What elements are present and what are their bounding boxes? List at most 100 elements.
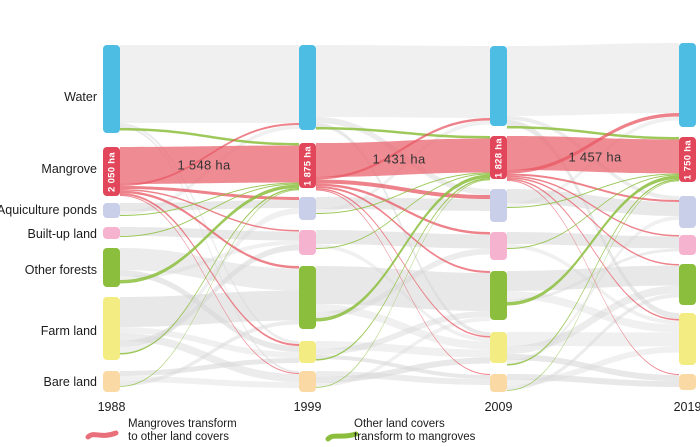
node-bare-2009 xyxy=(490,374,507,392)
node-forest-1999 xyxy=(299,266,316,329)
flow-water-to-mangrove xyxy=(316,127,490,139)
category-label-aqui: Aquiculture ponds xyxy=(0,203,97,217)
node-built-1988 xyxy=(103,227,120,239)
legend-swatch-green xyxy=(325,431,359,442)
flow-farm-to-built xyxy=(120,244,299,347)
flow-mangrove-to-water xyxy=(120,123,299,186)
flow-bare-to-mangrove xyxy=(507,180,679,391)
flow-forest-to-mangrove xyxy=(507,175,679,306)
node-farm-1999 xyxy=(299,341,316,363)
flow-bare-to-forest xyxy=(316,317,490,387)
flow-forest-to-forest xyxy=(507,265,679,291)
flow-mangrove-to-bare xyxy=(507,180,679,375)
flow-farm-to-bare xyxy=(120,333,299,382)
green-wave-icon xyxy=(325,431,359,442)
node-farm-2009 xyxy=(490,332,507,363)
flow-mangrove-persist xyxy=(120,145,299,184)
legend-line: transform to mangroves xyxy=(354,430,476,443)
flow-bare-to-farm xyxy=(316,357,490,383)
legend-item-mangrove-gain: Other land covers transform to mangroves xyxy=(325,418,475,444)
flow-mangrove-to-built xyxy=(316,183,490,235)
flow-aqui-to-mangrove xyxy=(316,172,490,214)
mangrove-area-value-1999: 1 875 ha xyxy=(302,145,313,186)
flow-forest-to-built xyxy=(507,248,679,302)
accent-flows-layer xyxy=(120,113,679,391)
flow-water-to-bare xyxy=(120,126,299,373)
flow-water-to-water xyxy=(316,45,490,118)
flow-mangrove-to-forest xyxy=(507,177,679,266)
category-label-forest: Other forests xyxy=(24,263,97,277)
legend-line: to other land covers xyxy=(128,430,230,443)
node-mangrove-1988 xyxy=(103,147,120,196)
flow-farm-to-farm xyxy=(316,341,490,358)
mangrove-area-value-2009: 1 828 ha xyxy=(493,137,504,178)
flow-farm-to-forest xyxy=(507,285,679,354)
category-label-built: Built-up land xyxy=(27,227,98,241)
mangrove-area-value-2019: 1 750 ha xyxy=(682,139,693,180)
flow-mangrove-to-farm xyxy=(120,193,299,346)
mangrove-flow-value-0: 1 548 ha xyxy=(177,157,231,173)
flow-mangrove-to-built xyxy=(507,175,679,237)
legend-line: Other land covers xyxy=(354,418,445,430)
flow-bare-to-mangrove xyxy=(316,179,490,388)
flow-water-to-water xyxy=(507,43,679,116)
legend-text-mangrove-loss: Mangroves transform to other land covers xyxy=(128,418,237,443)
flow-farm-to-aqui xyxy=(120,208,299,353)
flow-mangrove-to-farm xyxy=(316,188,490,338)
flow-mangrove-to-bare xyxy=(316,189,490,375)
flow-farm-to-mangrove xyxy=(316,178,490,361)
flow-built-to-mangrove xyxy=(507,174,679,249)
category-label-farm: Farm land xyxy=(40,324,97,338)
node-aqui-2009 xyxy=(490,189,507,222)
flow-bare-to-bare xyxy=(120,376,299,388)
flow-mangrove-to-forest xyxy=(120,190,299,269)
flow-water-to-water xyxy=(120,45,299,123)
flow-water-to-mangrove xyxy=(507,126,679,140)
flow-aqui-to-mangrove xyxy=(120,182,299,216)
node-built-2019 xyxy=(679,235,696,255)
flow-water-to-mangrove xyxy=(120,128,299,146)
node-aqui-1999 xyxy=(299,197,316,220)
node-water-2009 xyxy=(490,46,507,126)
node-mangrove-1999 xyxy=(299,143,316,188)
flow-forest-to-farm xyxy=(316,304,490,350)
node-forest-1988 xyxy=(103,248,120,287)
node-farm-1988 xyxy=(103,297,120,360)
year-label-1988: 1988 xyxy=(97,400,126,414)
flow-aqui-to-mangrove xyxy=(507,173,679,208)
category-label-mangrove: Mangrove xyxy=(41,162,97,176)
red-wave-icon xyxy=(85,430,119,440)
year-label-2009: 2009 xyxy=(484,400,513,414)
flow-farm-to-bare xyxy=(507,354,679,381)
flow-forest-to-forest xyxy=(316,266,490,311)
year-label-2019: 2019 xyxy=(673,400,700,414)
flow-mangrove-persist xyxy=(316,138,490,177)
node-aqui-2019 xyxy=(679,196,696,228)
flow-built-to-mangrove xyxy=(120,183,299,237)
year-label-1999: 1999 xyxy=(293,400,322,414)
flow-farm-to-forest xyxy=(316,311,490,355)
flow-mangrove-to-farm xyxy=(507,178,679,321)
node-bars-layer xyxy=(103,43,696,392)
flow-mangrove-to-forest xyxy=(316,186,490,273)
flow-bare-to-forest xyxy=(507,293,679,390)
legend-line: Mangroves transform xyxy=(128,418,237,430)
flow-built-to-built xyxy=(316,230,490,249)
flow-bare-to-bare xyxy=(507,374,679,387)
node-water-1999 xyxy=(299,45,316,130)
node-built-2009 xyxy=(490,232,507,260)
flow-mangrove-to-aqui xyxy=(507,173,679,202)
legend-item-mangrove-loss: Mangroves transform to other land covers xyxy=(85,418,237,443)
flow-mangrove-to-bare xyxy=(120,195,299,374)
flow-bare-to-farm xyxy=(120,358,299,376)
mangrove-flow-value-2: 1 457 ha xyxy=(568,149,622,165)
flow-bare-to-bare xyxy=(316,371,490,385)
flow-bare-to-mangrove xyxy=(120,189,299,387)
flow-farm-to-mangrove xyxy=(120,188,299,355)
node-water-2019 xyxy=(679,43,696,127)
flow-forest-to-mangrove xyxy=(120,184,299,284)
node-forest-2009 xyxy=(490,271,507,320)
node-forest-2019 xyxy=(679,264,696,305)
node-bare-1999 xyxy=(299,371,316,392)
